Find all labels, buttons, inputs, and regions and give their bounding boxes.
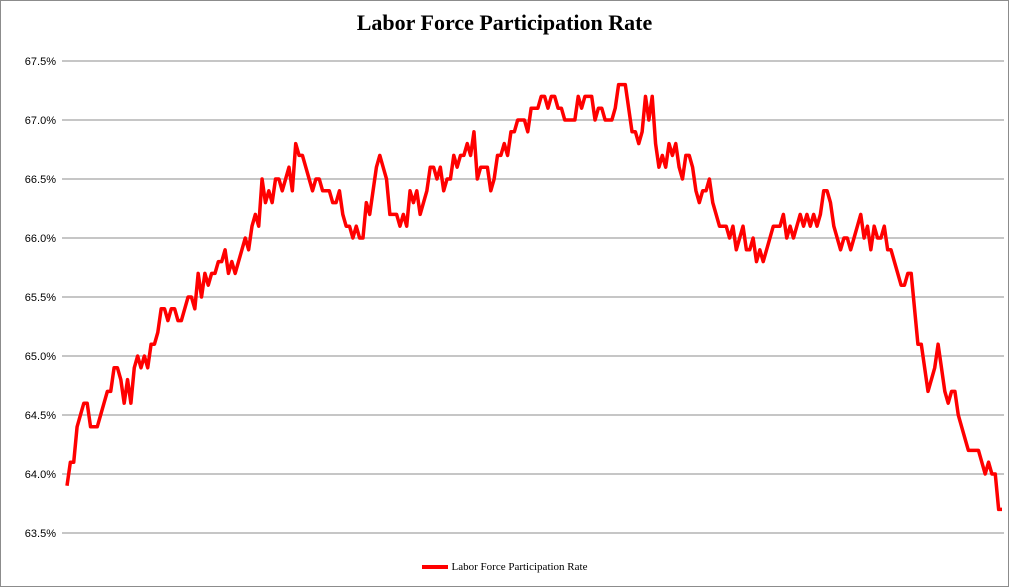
legend-label: Labor Force Participation Rate: [451, 561, 588, 573]
y-tick-label: 66.0%: [25, 233, 56, 245]
y-tick-label: 63.5%: [25, 528, 56, 540]
legend-item: Labor Force Participation Rate: [421, 561, 588, 573]
legend-swatch: [421, 565, 448, 569]
gridlines: [62, 60, 1004, 534]
y-tick-label: 65.0%: [25, 351, 56, 363]
y-tick-label: 67.5%: [25, 56, 56, 68]
series-group: [65, 82, 1002, 512]
y-tick-label: 66.5%: [25, 174, 56, 186]
y-tick-label: 64.0%: [25, 469, 56, 481]
y-tick-label: 64.5%: [25, 410, 56, 422]
y-axis-ticks: 63.5% 64.0% 64.5% 65.0% 65.5% 66.0% 66.5% 67.0%…: [25, 56, 56, 540]
legend: Labor Force Participation Rate: [0, 560, 1009, 573]
chart-title: Labor Force Participation Rate: [356, 10, 653, 35]
y-tick-label: 67.0%: [25, 115, 56, 127]
y-tick-label: 65.5%: [25, 292, 56, 304]
series-line: [65, 82, 1002, 512]
